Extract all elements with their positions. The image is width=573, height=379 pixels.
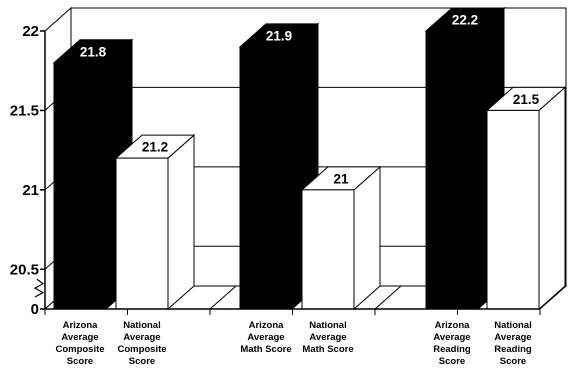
category-label-line: Math Score	[302, 344, 353, 355]
category-label: Arizona Average Reading Score	[433, 320, 471, 367]
floor-divider	[209, 285, 237, 310]
category-label-line: Arizona	[249, 320, 285, 331]
category-label-line: Score	[439, 356, 465, 367]
category-label-line: National	[123, 320, 160, 331]
category-label-line: Average	[61, 332, 98, 343]
category-label-line: National	[494, 320, 531, 331]
y-tick-label: 0	[31, 301, 39, 318]
bar-value-label: 21.5	[513, 92, 540, 107]
bar-front	[425, 30, 479, 310]
category-label-line: Score	[67, 356, 93, 367]
bar-value-label: 21.2	[142, 140, 168, 155]
y-tick-label: 22	[22, 23, 39, 40]
category-label-line: Average	[433, 332, 470, 343]
bar-front	[53, 62, 107, 310]
bar: 21.5	[485, 86, 567, 311]
category-label: National Average Math Score	[302, 320, 353, 355]
bar-front	[239, 46, 293, 310]
category-label-line: Reading	[433, 344, 471, 355]
category-label-line: Composite	[55, 344, 104, 355]
category-label-line: Average	[247, 332, 284, 343]
category-label-line: National	[309, 320, 346, 331]
bar-side	[538, 86, 566, 311]
y-tick-label: 20.5	[10, 261, 39, 278]
category-label-line: Score	[500, 356, 526, 367]
category-label-line: Composite	[117, 344, 166, 355]
y-tick-label: 21.5	[10, 102, 39, 119]
category-label-line: Average	[494, 332, 531, 343]
category-label-line: Score	[129, 356, 155, 367]
y-tick-label: 21	[22, 182, 39, 199]
bar-side	[167, 133, 195, 311]
bar-front	[301, 189, 355, 310]
bar-value-label: 21.9	[266, 28, 292, 43]
floor-divider	[374, 285, 402, 310]
bar-value-label: 21	[333, 171, 349, 186]
y-axis: 22 21.5 21 20.5 0	[10, 23, 46, 318]
bar-front	[115, 157, 169, 310]
bar-value-label: 22.2	[452, 13, 478, 28]
category-label: Arizona Average Composite Score	[55, 320, 104, 367]
bar-side	[353, 165, 381, 311]
bars: 21.8 21.2 21.9 21 22.2 21.5	[52, 6, 567, 311]
category-label: National Average Reading Score	[494, 320, 532, 367]
category-label-line: Math Score	[240, 344, 291, 355]
category-label-line: Average	[123, 332, 160, 343]
axis-break-icon	[33, 278, 45, 298]
bar-value-label: 21.8	[80, 44, 107, 59]
category-label: Arizona Average Math Score	[240, 320, 291, 355]
bar: 21.8	[52, 38, 134, 311]
bar: 21	[300, 165, 382, 311]
category-label-line: Average	[309, 332, 346, 343]
category-label-line: Reading	[494, 344, 532, 355]
bar: 21.2	[114, 133, 196, 311]
category-label-line: Arizona	[435, 320, 471, 331]
bar-front	[486, 109, 540, 310]
category-label-line: Arizona	[63, 320, 99, 331]
category-label: National Average Composite Score	[117, 320, 166, 367]
